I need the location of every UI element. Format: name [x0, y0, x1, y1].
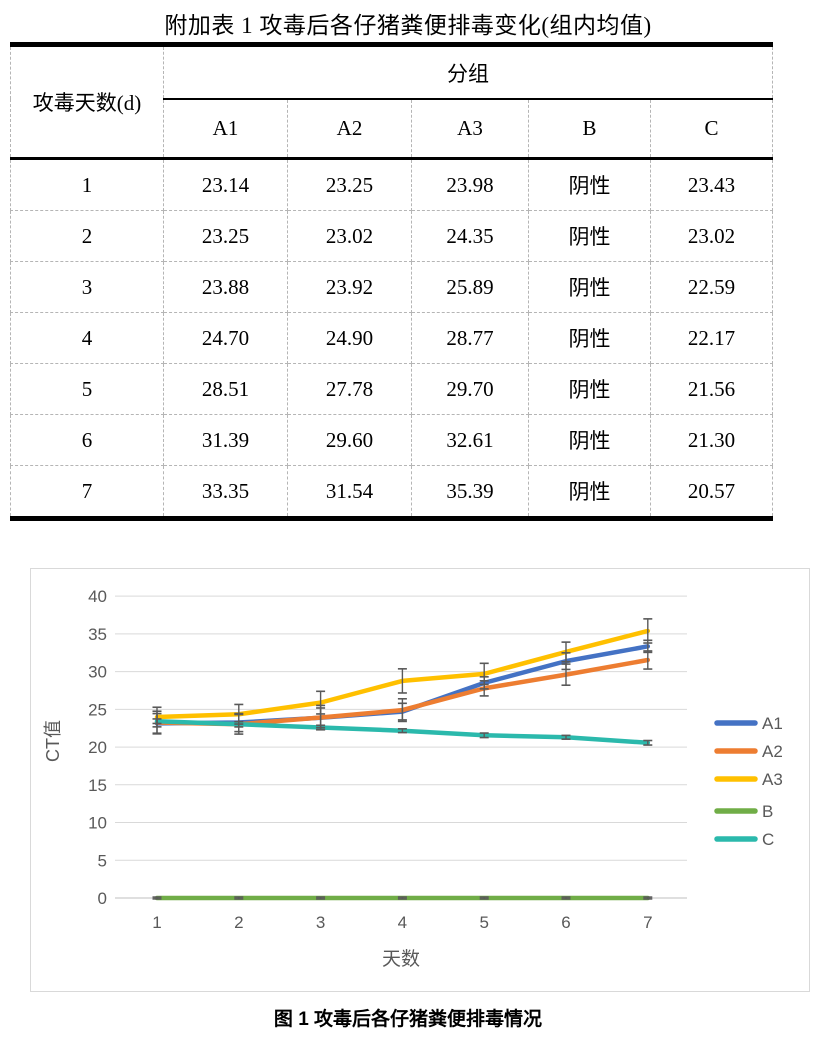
value-cell: 阴性 [528, 210, 651, 262]
x-tick-label: 4 [398, 913, 407, 932]
value-cell: 28.51 [163, 363, 288, 415]
y-tick-label: 0 [98, 889, 107, 908]
x-tick-label: 5 [479, 913, 488, 932]
value-cell: 23.25 [163, 210, 288, 262]
value-cell: 24.35 [411, 210, 529, 262]
data-table: 攻毒天数(d) 分组 A1 A2 A3 B C 1 23.14 23.25 23.98 阴性 23.4… [10, 42, 774, 521]
value-cell: 23.88 [163, 261, 288, 313]
y-tick-label: 25 [88, 700, 107, 719]
value-cell: 23.02 [287, 210, 412, 262]
value-cell: 阴性 [528, 158, 651, 211]
value-cell: 24.90 [287, 312, 412, 364]
table-row: 5 28.51 27.78 29.70 阴性 21.56 [10, 363, 774, 415]
day-cell: 5 [10, 363, 164, 415]
column-header-c: C [649, 98, 774, 160]
table-row: 4 24.70 24.90 28.77 阴性 22.17 [10, 312, 774, 364]
x-tick-label: 2 [234, 913, 243, 932]
value-cell: 32.61 [411, 414, 529, 466]
value-cell: 31.39 [163, 414, 288, 466]
value-cell: 23.92 [287, 261, 412, 313]
value-cell: 25.89 [411, 261, 529, 313]
y-tick-label: 35 [88, 625, 107, 644]
y-axis-title: CT值 [43, 720, 63, 762]
table-row: 7 33.35 31.54 35.39 阴性 20.57 [10, 465, 774, 519]
column-header-b: B [528, 98, 651, 160]
value-cell: 阴性 [528, 261, 651, 313]
value-cell: 阴性 [528, 363, 651, 415]
legend-label-c: C [762, 830, 774, 849]
x-tick-label: 3 [316, 913, 325, 932]
table-row: 1 23.14 23.25 23.98 阴性 23.43 [10, 158, 774, 211]
table-title: 附加表 1 攻毒后各仔猪粪便排毒变化(组内均值) [164, 13, 652, 38]
day-cell: 7 [10, 465, 164, 519]
value-cell: 23.02 [649, 210, 774, 262]
value-cell: 31.54 [287, 465, 412, 519]
table-row: 3 23.88 23.92 25.89 阴性 22.59 [10, 261, 774, 313]
line-chart: 0 5 10 15 20 25 30 35 40 1 2 3 4 5 6 7 天数 CT值 A1 A2 A3 BC [43, 587, 783, 970]
value-cell: 21.56 [649, 363, 774, 415]
value-cell: 20.57 [649, 465, 774, 519]
value-cell: 阴性 [528, 465, 651, 519]
day-cell: 1 [10, 158, 164, 211]
value-cell: 阴性 [528, 414, 651, 466]
chart-container: 0 5 10 15 20 25 30 35 40 1 2 3 4 5 6 7 天数 CT值 A1 A2 A3 B C [30, 568, 810, 992]
table-row: 2 23.25 23.02 24.35 阴性 23.02 [10, 210, 774, 262]
y-tick-label: 30 [88, 663, 107, 682]
y-tick-label: 15 [88, 776, 107, 795]
value-cell: 23.14 [163, 158, 288, 211]
value-cell: 29.60 [287, 414, 412, 466]
table-wrapper: 攻毒天数(d) 分组 A1 A2 A3 B C 1 23.14 23.25 23.98 阴性 23.4… [10, 42, 774, 521]
day-cell: 2 [10, 210, 164, 262]
value-cell: 22.17 [649, 312, 774, 364]
value-cell: 24.70 [163, 312, 288, 364]
day-cell: 4 [10, 312, 164, 364]
y-tick-label: 10 [88, 814, 107, 833]
x-axis-title: 天数 [382, 948, 420, 970]
x-tick-label: 7 [643, 913, 652, 932]
value-cell: 28.77 [411, 312, 529, 364]
value-cell: 21.30 [649, 414, 774, 466]
value-cell: 23.43 [649, 158, 774, 211]
day-cell: 3 [10, 261, 164, 313]
legend-label-a2: A2 [762, 742, 783, 761]
y-tick-label: 5 [98, 851, 107, 870]
legend-label-b: B [762, 802, 773, 821]
table-row: 6 31.39 29.60 32.61 阴性 21.30 [10, 414, 774, 466]
value-cell: 33.35 [163, 465, 288, 519]
column-header-days: 攻毒天数(d) [10, 44, 164, 160]
column-header-a1: A1 [163, 98, 288, 160]
legend-label-a3: A3 [762, 770, 783, 789]
day-cell: 6 [10, 414, 164, 466]
value-cell: 阴性 [528, 312, 651, 364]
column-header-a3: A3 [411, 98, 529, 160]
value-cell: 22.59 [649, 261, 774, 313]
value-cell: 35.39 [411, 465, 529, 519]
figure-caption: 图 1 攻毒后各仔猪粪便排毒情况 [273, 1009, 543, 1030]
column-header-a2: A2 [287, 98, 412, 160]
x-tick-label: 6 [561, 913, 570, 932]
y-tick-label: 20 [88, 738, 107, 757]
group-header: 分组 [162, 44, 774, 100]
legend-label-a1: A1 [762, 714, 783, 733]
y-tick-label: 40 [88, 587, 107, 606]
value-cell: 27.78 [287, 363, 412, 415]
value-cell: 23.25 [287, 158, 412, 211]
x-tick-label: 1 [152, 913, 161, 932]
value-cell: 29.70 [411, 363, 529, 415]
value-cell: 23.98 [411, 158, 529, 211]
